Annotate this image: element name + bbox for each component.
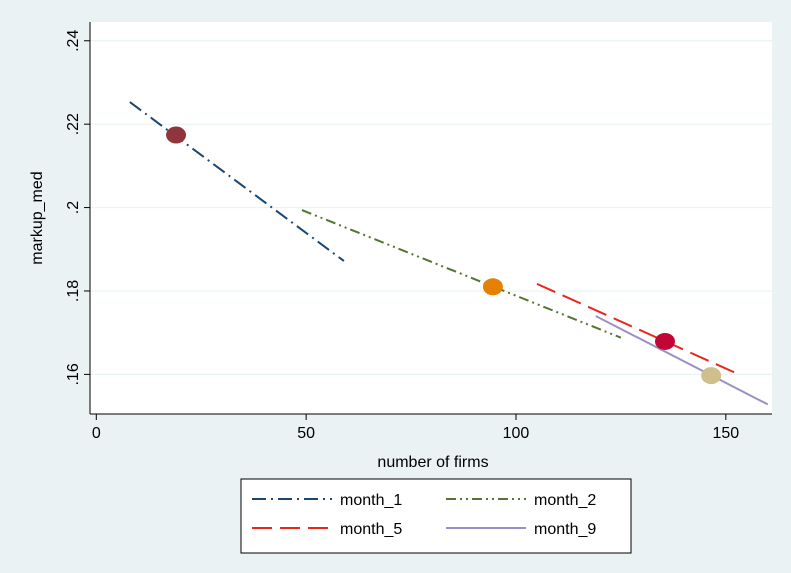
- legend-label-month-5: month_5: [340, 521, 402, 538]
- y-tick-label: .18: [65, 280, 82, 302]
- legend-label-month-9: month_9: [534, 521, 596, 538]
- grid: [90, 40, 772, 375]
- series-line-month-1: [129, 101, 345, 262]
- legend-label-month-2: month_2: [534, 492, 596, 509]
- y-tick-label: .16: [65, 363, 82, 385]
- x-tick-label: 0: [92, 425, 101, 442]
- legend-box: [240, 478, 632, 554]
- y-tick-label: .22: [65, 113, 82, 135]
- x-axis-title: number of firms: [377, 454, 488, 471]
- x-tick-label: 50: [297, 425, 315, 442]
- series-line-month-2: [301, 209, 622, 339]
- series-line-month-9: [595, 315, 769, 406]
- y-axis-title: markup_med: [29, 171, 46, 264]
- x-tick-label: 100: [503, 425, 530, 442]
- x-ticks: 0 50 100 150: [92, 414, 739, 442]
- x-tick-label: 150: [712, 425, 739, 442]
- markers: [166, 126, 722, 385]
- data-point-marker: [166, 126, 187, 144]
- data-point-marker: [654, 332, 675, 350]
- series-lines: [129, 101, 769, 406]
- y-tick-label: .24: [65, 30, 82, 52]
- legend-label-month-1: month_1: [340, 492, 402, 509]
- y-tick-label: .2: [65, 201, 82, 214]
- plot-area: [90, 22, 772, 414]
- legend: month_1 month_2 month_5 month_9: [240, 478, 632, 554]
- data-point-marker: [482, 278, 503, 296]
- data-point-marker: [701, 367, 722, 385]
- series-line-month-5: [536, 282, 735, 374]
- y-ticks: .16 .18 .2 .22 .24: [65, 30, 90, 386]
